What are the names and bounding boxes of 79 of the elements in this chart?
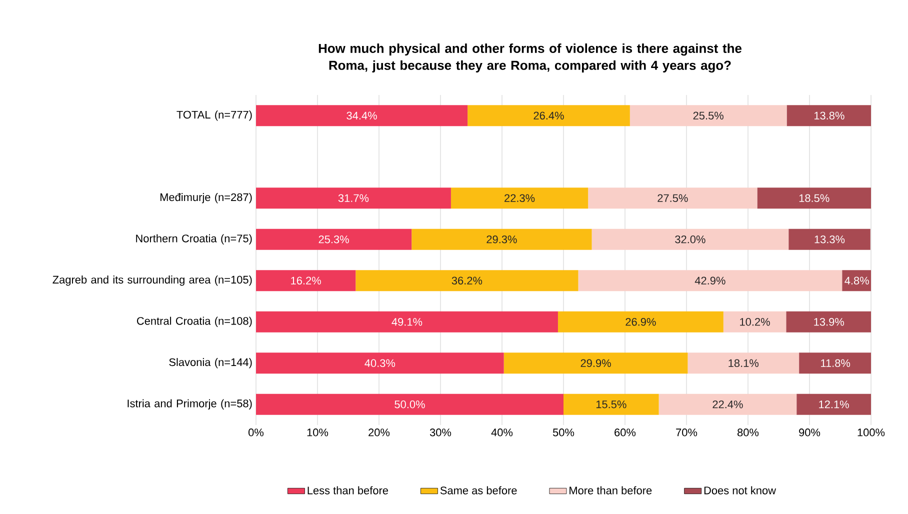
data-label: 18.5% xyxy=(799,194,830,202)
x-tick-label: 100% xyxy=(858,428,885,436)
data-label: 13.3% xyxy=(814,236,845,244)
x-tick-label: 80% xyxy=(738,428,759,436)
data-label: 16.2% xyxy=(291,276,321,285)
bar xyxy=(256,311,558,332)
data-label: 26.9% xyxy=(626,318,656,326)
data-label: 40.3% xyxy=(364,359,396,368)
bar xyxy=(356,270,578,292)
bar xyxy=(588,188,758,209)
data-label: 18.1% xyxy=(728,359,759,368)
x-tick-label: 30% xyxy=(430,428,452,436)
legend-label: Does not know xyxy=(704,486,776,494)
bar xyxy=(796,394,872,415)
x-tick-label: 90% xyxy=(799,428,820,436)
data-label: 22.3% xyxy=(504,194,535,202)
y-tick-label: Slavonia (n=144) xyxy=(169,358,252,368)
data-label: 36.2% xyxy=(452,276,482,285)
bar xyxy=(658,394,797,415)
x-tick-label: 40% xyxy=(491,428,513,436)
data-label: 34.4% xyxy=(346,112,377,120)
x-tick-label: 20% xyxy=(368,428,390,436)
x-tick-label: 60% xyxy=(614,428,636,436)
x-tick-label: 10% xyxy=(307,428,328,436)
data-label: 31.7% xyxy=(338,194,369,202)
bar xyxy=(578,270,842,292)
x-tick-label: 70% xyxy=(676,428,698,436)
y-tick-label: Central Croatia (n=108) xyxy=(137,316,252,327)
legend-label: Less than before xyxy=(308,486,388,494)
y-tick-label: Northern Croatia (n=75) xyxy=(136,234,252,244)
bar xyxy=(688,352,800,374)
data-label: 11.8% xyxy=(821,359,850,368)
bar xyxy=(592,228,789,250)
data-label: 10.2% xyxy=(740,318,770,326)
x-tick-label: 50% xyxy=(552,428,574,436)
data-label: 22.4% xyxy=(712,400,743,408)
data-label: 42.9% xyxy=(694,276,726,285)
bar xyxy=(788,228,870,250)
data-label: 27.5% xyxy=(658,194,688,202)
bar xyxy=(450,188,588,209)
data-label: 15.5% xyxy=(596,400,626,408)
bar xyxy=(630,105,787,126)
bar xyxy=(564,394,659,415)
bar xyxy=(412,228,592,250)
bar xyxy=(256,105,468,126)
chart-title: How much physical and other forms of violence is there against the Roma, just because they are Roma, compared with 4 years ago? xyxy=(318,43,742,73)
data-label: 29.9% xyxy=(580,359,611,368)
bar xyxy=(256,270,356,292)
bar xyxy=(256,188,451,209)
data-label: 4.8% xyxy=(844,276,869,285)
bar xyxy=(786,311,872,332)
bar xyxy=(757,188,872,209)
bar xyxy=(256,352,504,374)
y-tick-label: Međimurje (n=287) xyxy=(160,193,252,204)
bar xyxy=(504,352,688,374)
y-tick-label: Zagreb and its surrounding area (n=105) xyxy=(52,276,252,286)
data-label: 13.8% xyxy=(814,112,844,120)
data-label: 26.4% xyxy=(534,112,564,120)
legend-label: More than before xyxy=(570,486,652,494)
data-label: 25.5% xyxy=(693,112,724,120)
data-label: 32.0% xyxy=(675,236,706,244)
y-tick-label: TOTAL (n=777) xyxy=(176,110,252,121)
bar xyxy=(468,105,630,126)
bar xyxy=(842,270,872,292)
x-tick-label: 0% xyxy=(248,428,264,436)
bar xyxy=(558,311,724,332)
bar xyxy=(256,394,564,415)
data-label: 50.0% xyxy=(394,400,425,408)
bar xyxy=(256,228,412,250)
data-label: 29.3% xyxy=(486,236,517,244)
bar xyxy=(723,311,786,332)
y-tick-label: Istria and Primorje (n=58) xyxy=(128,399,252,410)
data-label: 12.1% xyxy=(819,400,849,408)
bar xyxy=(799,352,872,374)
data-label: 25.3% xyxy=(318,236,349,244)
bar xyxy=(786,105,872,126)
legend-label: Same as before xyxy=(440,486,517,494)
data-label: 13.9% xyxy=(814,318,844,326)
data-label: 49.1% xyxy=(392,318,422,326)
